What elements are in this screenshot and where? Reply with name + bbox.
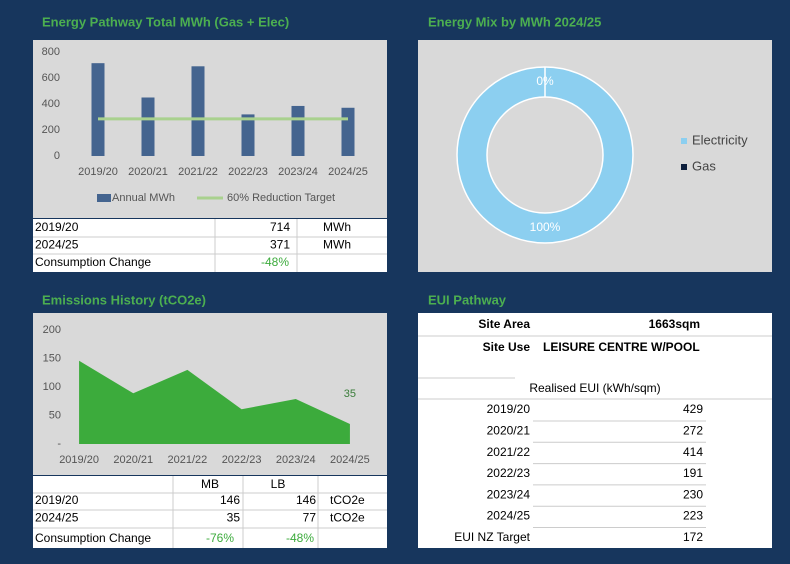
table-cell: 2021/22 [487, 445, 531, 459]
table-cell: 77 [303, 511, 317, 525]
chart-title: EUI Pathway [428, 292, 507, 307]
table-cell: 2024/25 [487, 509, 531, 523]
table-cell: 714 [270, 220, 290, 234]
table-cell: 230 [683, 487, 703, 501]
data-label: 0% [536, 74, 554, 88]
table-cell: MWh [323, 238, 351, 252]
y-tick-label: - [57, 438, 61, 450]
table-cell: Site Area [478, 317, 530, 331]
table-cell: 2022/23 [487, 466, 531, 480]
y-tick-label: 200 [42, 124, 60, 136]
table-cell: 414 [683, 445, 703, 459]
table-cell: 146 [296, 493, 316, 507]
chart-title: Emissions History (tCO2e) [42, 292, 206, 307]
table-cell: -48% [261, 255, 289, 269]
x-tick-label: 2020/21 [113, 454, 153, 466]
table-cell: tCO2e [330, 511, 365, 525]
table-cell: Consumption Change [35, 255, 151, 269]
y-tick-label: 400 [42, 98, 60, 110]
bar [91, 63, 105, 156]
table-cell: 2019/20 [35, 220, 79, 234]
table-cell: LEISURE CENTRE W/POOL [543, 340, 700, 354]
legend-swatch [97, 194, 111, 202]
energy-table-panel [33, 219, 387, 272]
legend-label: Annual MWh [112, 192, 175, 204]
table-cell: EUI NZ Target [454, 530, 530, 544]
x-tick-label: 2019/20 [78, 166, 118, 178]
x-tick-label: 2019/20 [59, 454, 99, 466]
table-cell: 272 [683, 423, 703, 437]
area [79, 360, 350, 444]
table-header: MB [201, 477, 219, 491]
x-tick-label: 2020/21 [128, 166, 168, 178]
emissions-table-panel [33, 476, 387, 548]
x-tick-label: 2022/23 [222, 454, 262, 466]
table-cell: 2024/25 [35, 511, 79, 525]
table-cell: -76% [206, 531, 234, 545]
y-tick-label: 100 [43, 381, 61, 393]
table-cell: 2024/25 [35, 238, 79, 252]
bar [341, 107, 355, 156]
data-label: 35 [344, 388, 356, 400]
table-cell: MWh [323, 220, 351, 234]
x-tick-label: 2023/24 [276, 454, 316, 466]
y-tick-label: 600 [42, 72, 60, 84]
table-cell: 2023/24 [487, 487, 531, 501]
table-cell: 223 [683, 509, 703, 523]
x-tick-label: 2024/25 [330, 454, 370, 466]
table-cell: -48% [286, 531, 314, 545]
y-tick-label: 200 [43, 324, 61, 336]
legend-swatch [681, 138, 687, 144]
table-cell: 2020/21 [487, 423, 531, 437]
table-header: LB [271, 477, 286, 491]
x-tick-label: 2021/22 [178, 166, 218, 178]
table-cell: Consumption Change [35, 531, 151, 545]
data-label: 100% [530, 220, 561, 234]
y-tick-label: 150 [43, 352, 61, 364]
bar [191, 66, 205, 156]
table-cell: 172 [683, 530, 703, 544]
table-cell: 371 [270, 238, 290, 252]
bar [291, 105, 305, 156]
bar [141, 97, 155, 156]
table-cell: 35 [227, 511, 241, 525]
legend-label: Electricity [692, 132, 748, 147]
y-tick-label: 50 [49, 409, 61, 421]
x-tick-label: 2021/22 [168, 454, 208, 466]
bar [241, 114, 255, 156]
donut-slice [456, 66, 634, 244]
table-cell: Site Use [483, 340, 531, 354]
legend-swatch [681, 164, 687, 170]
x-tick-label: 2023/24 [278, 166, 318, 178]
table-cell: 2019/20 [35, 493, 79, 507]
x-tick-label: 2024/25 [328, 166, 368, 178]
eui-panel [418, 313, 772, 548]
chart-title: Energy Mix by MWh 2024/25 [428, 14, 601, 29]
table-cell: 1663sqm [649, 317, 700, 331]
y-tick-label: 0 [54, 150, 60, 162]
x-tick-label: 2022/23 [228, 166, 268, 178]
table-cell: 146 [220, 493, 240, 507]
table-cell: 2019/20 [487, 402, 531, 416]
y-tick-label: 800 [42, 46, 60, 58]
table-cell: tCO2e [330, 493, 365, 507]
table-header: Realised EUI (kWh/sqm) [529, 381, 660, 395]
table-cell: 191 [683, 466, 703, 480]
chart-title: Energy Pathway Total MWh (Gas + Elec) [42, 14, 289, 29]
table-cell: 429 [683, 402, 703, 416]
legend-label: 60% Reduction Target [227, 192, 335, 204]
legend-label: Gas [692, 158, 716, 173]
